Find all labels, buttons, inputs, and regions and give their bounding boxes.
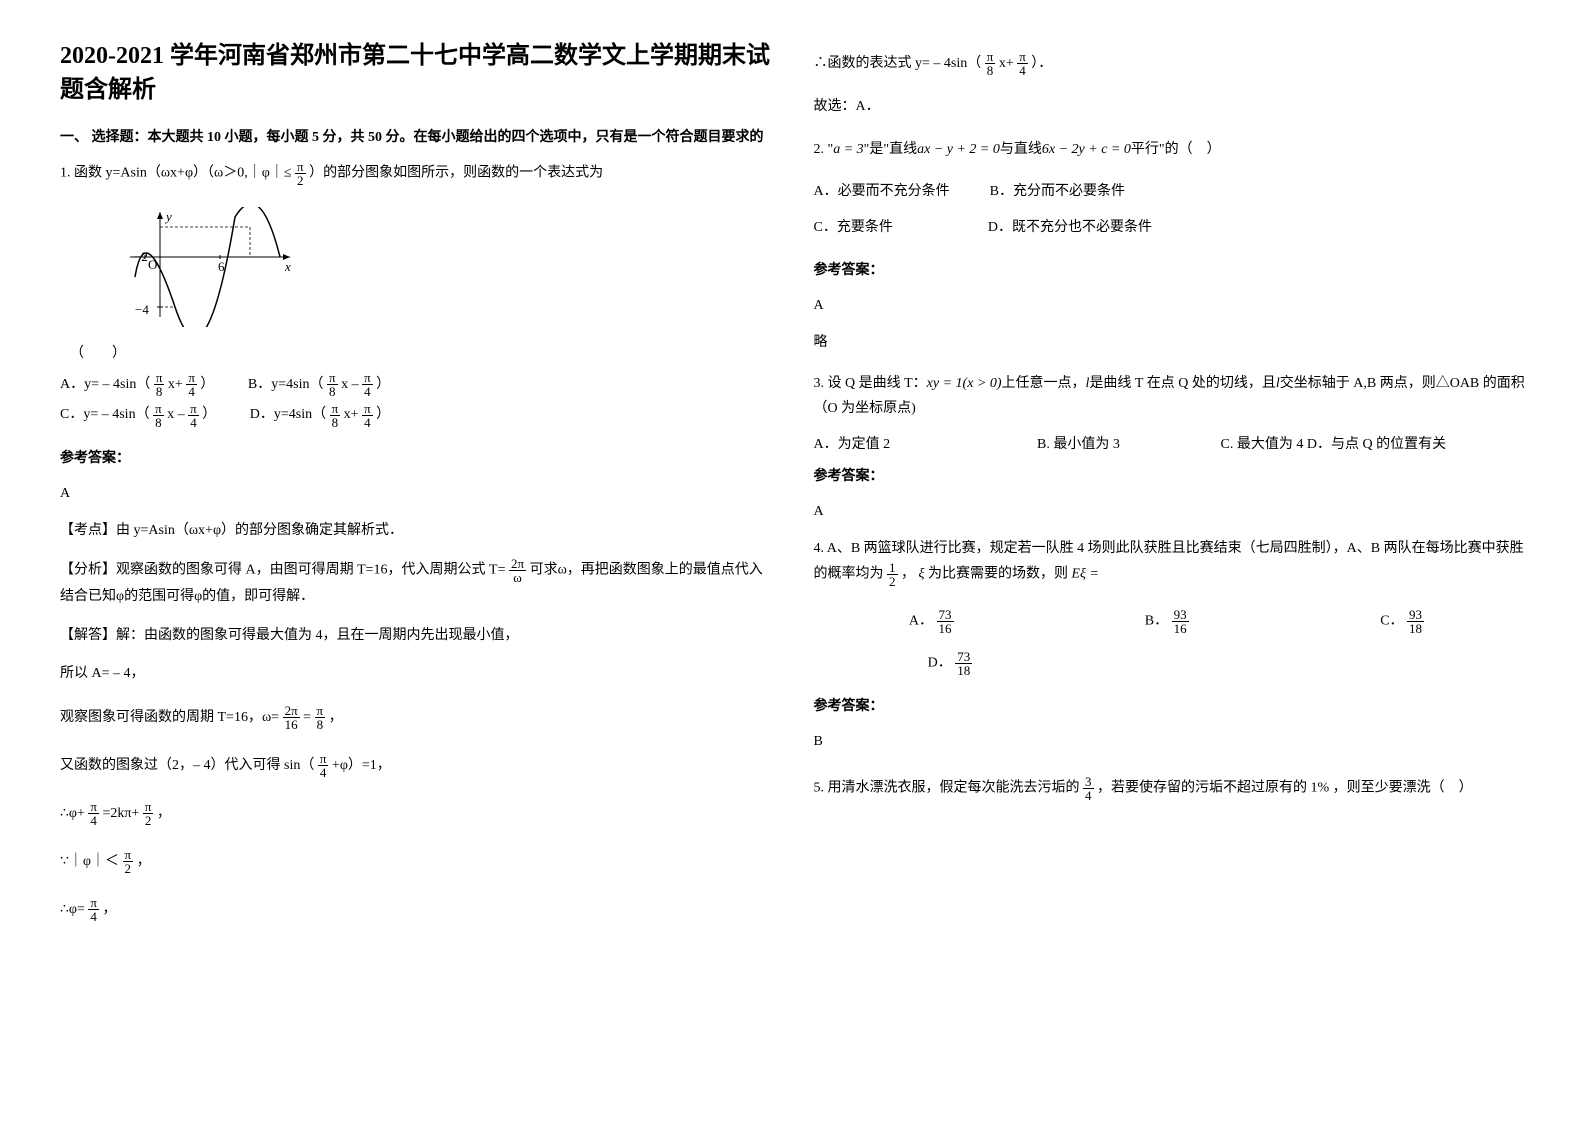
q3-answer-label: 参考答案： — [814, 465, 1528, 485]
question-1: 1. 函数 y=Asin（ωx+φ）（ω＞0,｜φ｜≤ π 2 ）的部分图象如图… — [60, 160, 774, 187]
q3-option-a: A．为定值 2 — [814, 432, 1034, 457]
section-1-header: 一、 选择题：本大题共 10 小题，每小题 5 分，共 50 分。在每小题给出的… — [60, 127, 774, 149]
q1-option-c: C．y= – 4sin（ π8 x – π4 ） — [60, 400, 216, 431]
q2-brief: 略 — [814, 330, 1528, 355]
page-container: 2020-2021 学年河南省郑州市第二十七中学高二数学文上学期期末试题含解析 … — [60, 40, 1527, 1082]
q1-answer: A — [60, 481, 774, 506]
x-axis-label: x — [284, 259, 291, 274]
q2-option-b: B．充分而不必要条件 — [990, 180, 1125, 200]
q3-option-b: B. 最小值为 3 — [1037, 432, 1217, 457]
q4-options: A． 7316 B． 9316 C． 9318 D． 7318 — [814, 608, 1528, 677]
q4-option-a: A． 7316 — [814, 608, 1049, 635]
q1-solve-2: 观察图象可得函数的周期 T=16，ω= 2π16 = π8 ， — [60, 704, 774, 732]
q3-answer: A — [814, 499, 1528, 524]
q2-answer: A — [814, 293, 1528, 318]
q1-solve-6: ∴φ= π4 ， — [60, 896, 774, 924]
q2-option-a: A．必要而不充分条件 — [814, 180, 950, 200]
q4-option-d: D． 7318 — [928, 650, 1163, 677]
q1-answer-label: 参考答案： — [60, 447, 774, 467]
q1-graph: y x O −2 6 −4 — [120, 207, 774, 332]
q4-answer-label: 参考答案： — [814, 695, 1528, 715]
q1-text-prefix: 1. 函数 y=Asin（ωx+φ）（ω＞0,｜φ｜≤ — [60, 165, 292, 180]
q2-answer-label: 参考答案： — [814, 259, 1528, 279]
q3-option-d: D．与点 Q 的位置有关 — [1307, 437, 1446, 452]
q4-answer: B — [814, 729, 1528, 754]
q1-solve-header: 【解答】解：由函数的图象可得最大值为 4，且在一周期内先出现最小值， — [60, 623, 774, 650]
question-5: 5. 用清水漂洗衣服，假定每次能洗去污垢的 34 ，若要使存留的污垢不超过原有的… — [814, 775, 1528, 802]
q1-analysis: 【分析】观察函数的图象可得 A，由图可得周期 T=16，代入周期公式 T= 2π… — [60, 557, 774, 611]
q1-result: ∴函数的表达式 y= – 4sin（ π8 x+ π4 ）． — [814, 50, 1528, 78]
q1-solve-3: 又函数的图象过（2，– 4）代入可得 sin（ π4 +φ）=1， — [60, 752, 774, 780]
q3-option-c: C. 最大值为 4 — [1221, 432, 1304, 457]
origin-label: O — [148, 257, 157, 272]
q4-option-b: B． 9316 — [1049, 608, 1284, 635]
q1-option-b: B．y=4sin（ π8 x – π4 ） — [248, 370, 390, 401]
q1-choice: 故选：A． — [814, 94, 1528, 121]
q2-option-c: C．充要条件 — [814, 216, 893, 236]
q1-solve-4: ∴φ+ π4 =2kπ+ π2 ， — [60, 800, 774, 828]
y-axis-label: y — [164, 209, 172, 224]
q4-option-c: C． 9318 — [1284, 608, 1519, 635]
q1-point: 【考点】由 y=Asin（ωx+φ）的部分图象确定其解析式． — [60, 518, 774, 545]
q1-text-suffix: ）的部分图象如图所示，则函数的一个表达式为 — [309, 165, 603, 180]
question-4: 4. A、B 两篮球队进行比赛，规定若一队胜 4 场则此队获胜且比赛结束（七局四… — [814, 536, 1528, 588]
q1-solve-1: 所以 A= – 4， — [60, 661, 774, 688]
q1-paren: （ ） — [70, 342, 774, 362]
left-column: 2020-2021 学年河南省郑州市第二十七中学高二数学文上学期期末试题含解析 … — [60, 40, 774, 1082]
q1-solve-5: ∵｜φ｜＜ π2 ， — [60, 848, 774, 876]
question-2: 2. "a = 3"是"直线ax − y + 2 = 0与直线6x − 2y +… — [814, 137, 1528, 162]
tick-neg4: −4 — [135, 302, 149, 317]
sine-graph-svg: y x O −2 6 −4 — [120, 207, 300, 327]
q1-option-d: D．y=4sin（ π8 x+ π4 ） — [250, 400, 390, 431]
frac-pi-2: π 2 — [295, 160, 306, 187]
q2-option-d: D．既不充分也不必要条件 — [988, 216, 1152, 236]
q3-options: A．为定值 2 B. 最小值为 3 C. 最大值为 4 D．与点 Q 的位置有关 — [814, 432, 1528, 457]
q2-options-row1: A．必要而不充分条件 B．充分而不必要条件 — [814, 180, 1528, 200]
q1-option-a: A．y= – 4sin（ π8 x+ π4 ） — [60, 370, 214, 401]
page-title: 2020-2021 学年河南省郑州市第二十七中学高二数学文上学期期末试题含解析 — [60, 40, 774, 107]
q1-options: A．y= – 4sin（ π8 x+ π4 ） B．y=4sin（ π8 x –… — [60, 370, 774, 432]
right-column: ∴函数的表达式 y= – 4sin（ π8 x+ π4 ）． 故选：A． 2. … — [814, 40, 1528, 1082]
question-3: 3. 设 Q 是曲线 T：xy = 1(x > 0)上任意一点，l是曲线 T 在… — [814, 371, 1528, 421]
q2-options-row2: C．充要条件 D．既不充分也不必要条件 — [814, 216, 1528, 236]
